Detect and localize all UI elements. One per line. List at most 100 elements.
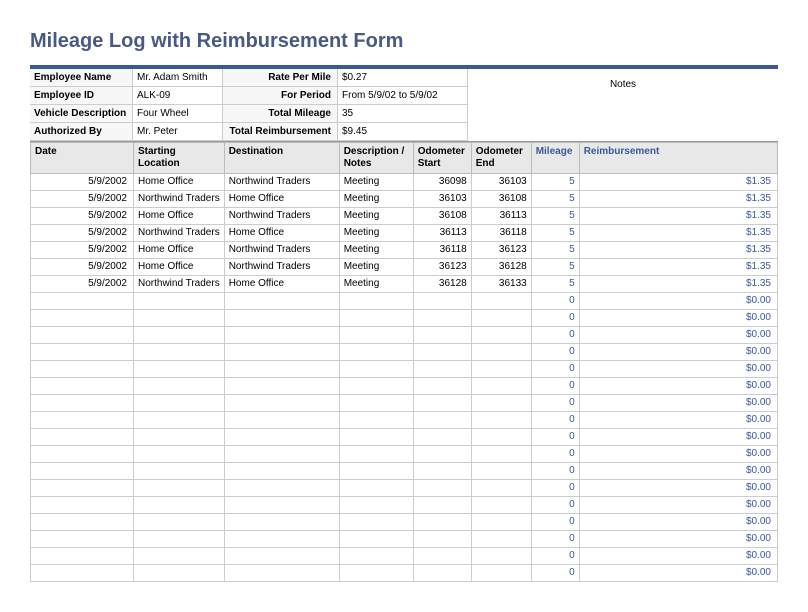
cell-start[interactable] [134, 463, 225, 480]
cell-start[interactable]: Home Office [134, 174, 225, 191]
cell-start[interactable] [134, 361, 225, 378]
cell-date[interactable]: 5/9/2002 [31, 208, 134, 225]
cell-odstart[interactable]: 36118 [413, 242, 471, 259]
cell-dest[interactable]: Northwind Traders [224, 242, 339, 259]
cell-start[interactable]: Home Office [134, 259, 225, 276]
cell-odend[interactable] [471, 310, 531, 327]
cell-odstart[interactable] [413, 548, 471, 565]
cell-odstart[interactable] [413, 327, 471, 344]
cell-start[interactable]: Northwind Traders [134, 225, 225, 242]
cell-odend[interactable] [471, 548, 531, 565]
cell-date[interactable] [31, 378, 134, 395]
cell-desc[interactable] [339, 531, 413, 548]
cell-dest[interactable] [224, 497, 339, 514]
cell-odstart[interactable] [413, 293, 471, 310]
cell-date[interactable]: 5/9/2002 [31, 259, 134, 276]
cell-odend[interactable] [471, 344, 531, 361]
cell-dest[interactable] [224, 565, 339, 582]
cell-start[interactable] [134, 344, 225, 361]
cell-odend[interactable] [471, 463, 531, 480]
cell-dest[interactable] [224, 514, 339, 531]
cell-start[interactable] [134, 293, 225, 310]
cell-dest[interactable]: Northwind Traders [224, 208, 339, 225]
cell-desc[interactable] [339, 463, 413, 480]
cell-date[interactable] [31, 395, 134, 412]
cell-start[interactable] [134, 378, 225, 395]
cell-desc[interactable] [339, 429, 413, 446]
cell-odend[interactable] [471, 429, 531, 446]
cell-desc[interactable] [339, 344, 413, 361]
cell-dest[interactable]: Home Office [224, 225, 339, 242]
cell-start[interactable] [134, 327, 225, 344]
cell-odstart[interactable] [413, 514, 471, 531]
cell-date[interactable] [31, 429, 134, 446]
cell-dest[interactable] [224, 378, 339, 395]
cell-odstart[interactable]: 36123 [413, 259, 471, 276]
cell-dest[interactable] [224, 327, 339, 344]
cell-odstart[interactable]: 36108 [413, 208, 471, 225]
cell-start[interactable]: Northwind Traders [134, 276, 225, 293]
cell-start[interactable]: Home Office [134, 242, 225, 259]
cell-start[interactable] [134, 531, 225, 548]
cell-start[interactable] [134, 429, 225, 446]
cell-odstart[interactable]: 36113 [413, 225, 471, 242]
cell-odend[interactable] [471, 480, 531, 497]
cell-odstart[interactable]: 36098 [413, 174, 471, 191]
cell-dest[interactable]: Northwind Traders [224, 259, 339, 276]
cell-desc[interactable] [339, 548, 413, 565]
cell-date[interactable]: 5/9/2002 [31, 191, 134, 208]
cell-start[interactable] [134, 395, 225, 412]
cell-odend[interactable] [471, 514, 531, 531]
cell-date[interactable]: 5/9/2002 [31, 242, 134, 259]
cell-odend[interactable] [471, 378, 531, 395]
cell-odend[interactable] [471, 497, 531, 514]
cell-date[interactable]: 5/9/2002 [31, 174, 134, 191]
cell-dest[interactable] [224, 361, 339, 378]
cell-date[interactable] [31, 293, 134, 310]
cell-desc[interactable]: Meeting [339, 276, 413, 293]
cell-odstart[interactable] [413, 412, 471, 429]
cell-dest[interactable]: Home Office [224, 191, 339, 208]
cell-date[interactable] [31, 531, 134, 548]
cell-dest[interactable] [224, 293, 339, 310]
cell-start[interactable] [134, 310, 225, 327]
cell-desc[interactable]: Meeting [339, 242, 413, 259]
cell-desc[interactable]: Meeting [339, 225, 413, 242]
cell-start[interactable] [134, 412, 225, 429]
cell-odend[interactable] [471, 293, 531, 310]
cell-date[interactable]: 5/9/2002 [31, 276, 134, 293]
cell-dest[interactable] [224, 395, 339, 412]
cell-dest[interactable] [224, 480, 339, 497]
cell-dest[interactable] [224, 310, 339, 327]
cell-desc[interactable] [339, 565, 413, 582]
cell-dest[interactable]: Home Office [224, 276, 339, 293]
cell-date[interactable] [31, 514, 134, 531]
cell-date[interactable] [31, 327, 134, 344]
cell-odend[interactable] [471, 327, 531, 344]
cell-odstart[interactable] [413, 531, 471, 548]
cell-odstart[interactable] [413, 565, 471, 582]
cell-odend[interactable] [471, 565, 531, 582]
cell-date[interactable] [31, 565, 134, 582]
cell-odend[interactable]: 36118 [471, 225, 531, 242]
cell-date[interactable] [31, 361, 134, 378]
cell-odstart[interactable] [413, 395, 471, 412]
cell-odstart[interactable] [413, 497, 471, 514]
cell-date[interactable] [31, 446, 134, 463]
cell-dest[interactable] [224, 548, 339, 565]
cell-odstart[interactable] [413, 361, 471, 378]
cell-start[interactable] [134, 497, 225, 514]
cell-odend[interactable] [471, 531, 531, 548]
cell-date[interactable] [31, 412, 134, 429]
cell-dest[interactable] [224, 412, 339, 429]
cell-odend[interactable]: 36133 [471, 276, 531, 293]
cell-odstart[interactable] [413, 378, 471, 395]
cell-dest[interactable]: Northwind Traders [224, 174, 339, 191]
cell-odstart[interactable] [413, 429, 471, 446]
cell-date[interactable] [31, 344, 134, 361]
cell-odend[interactable] [471, 446, 531, 463]
cell-desc[interactable]: Meeting [339, 208, 413, 225]
cell-odstart[interactable] [413, 480, 471, 497]
cell-date[interactable] [31, 497, 134, 514]
cell-odend[interactable]: 36113 [471, 208, 531, 225]
